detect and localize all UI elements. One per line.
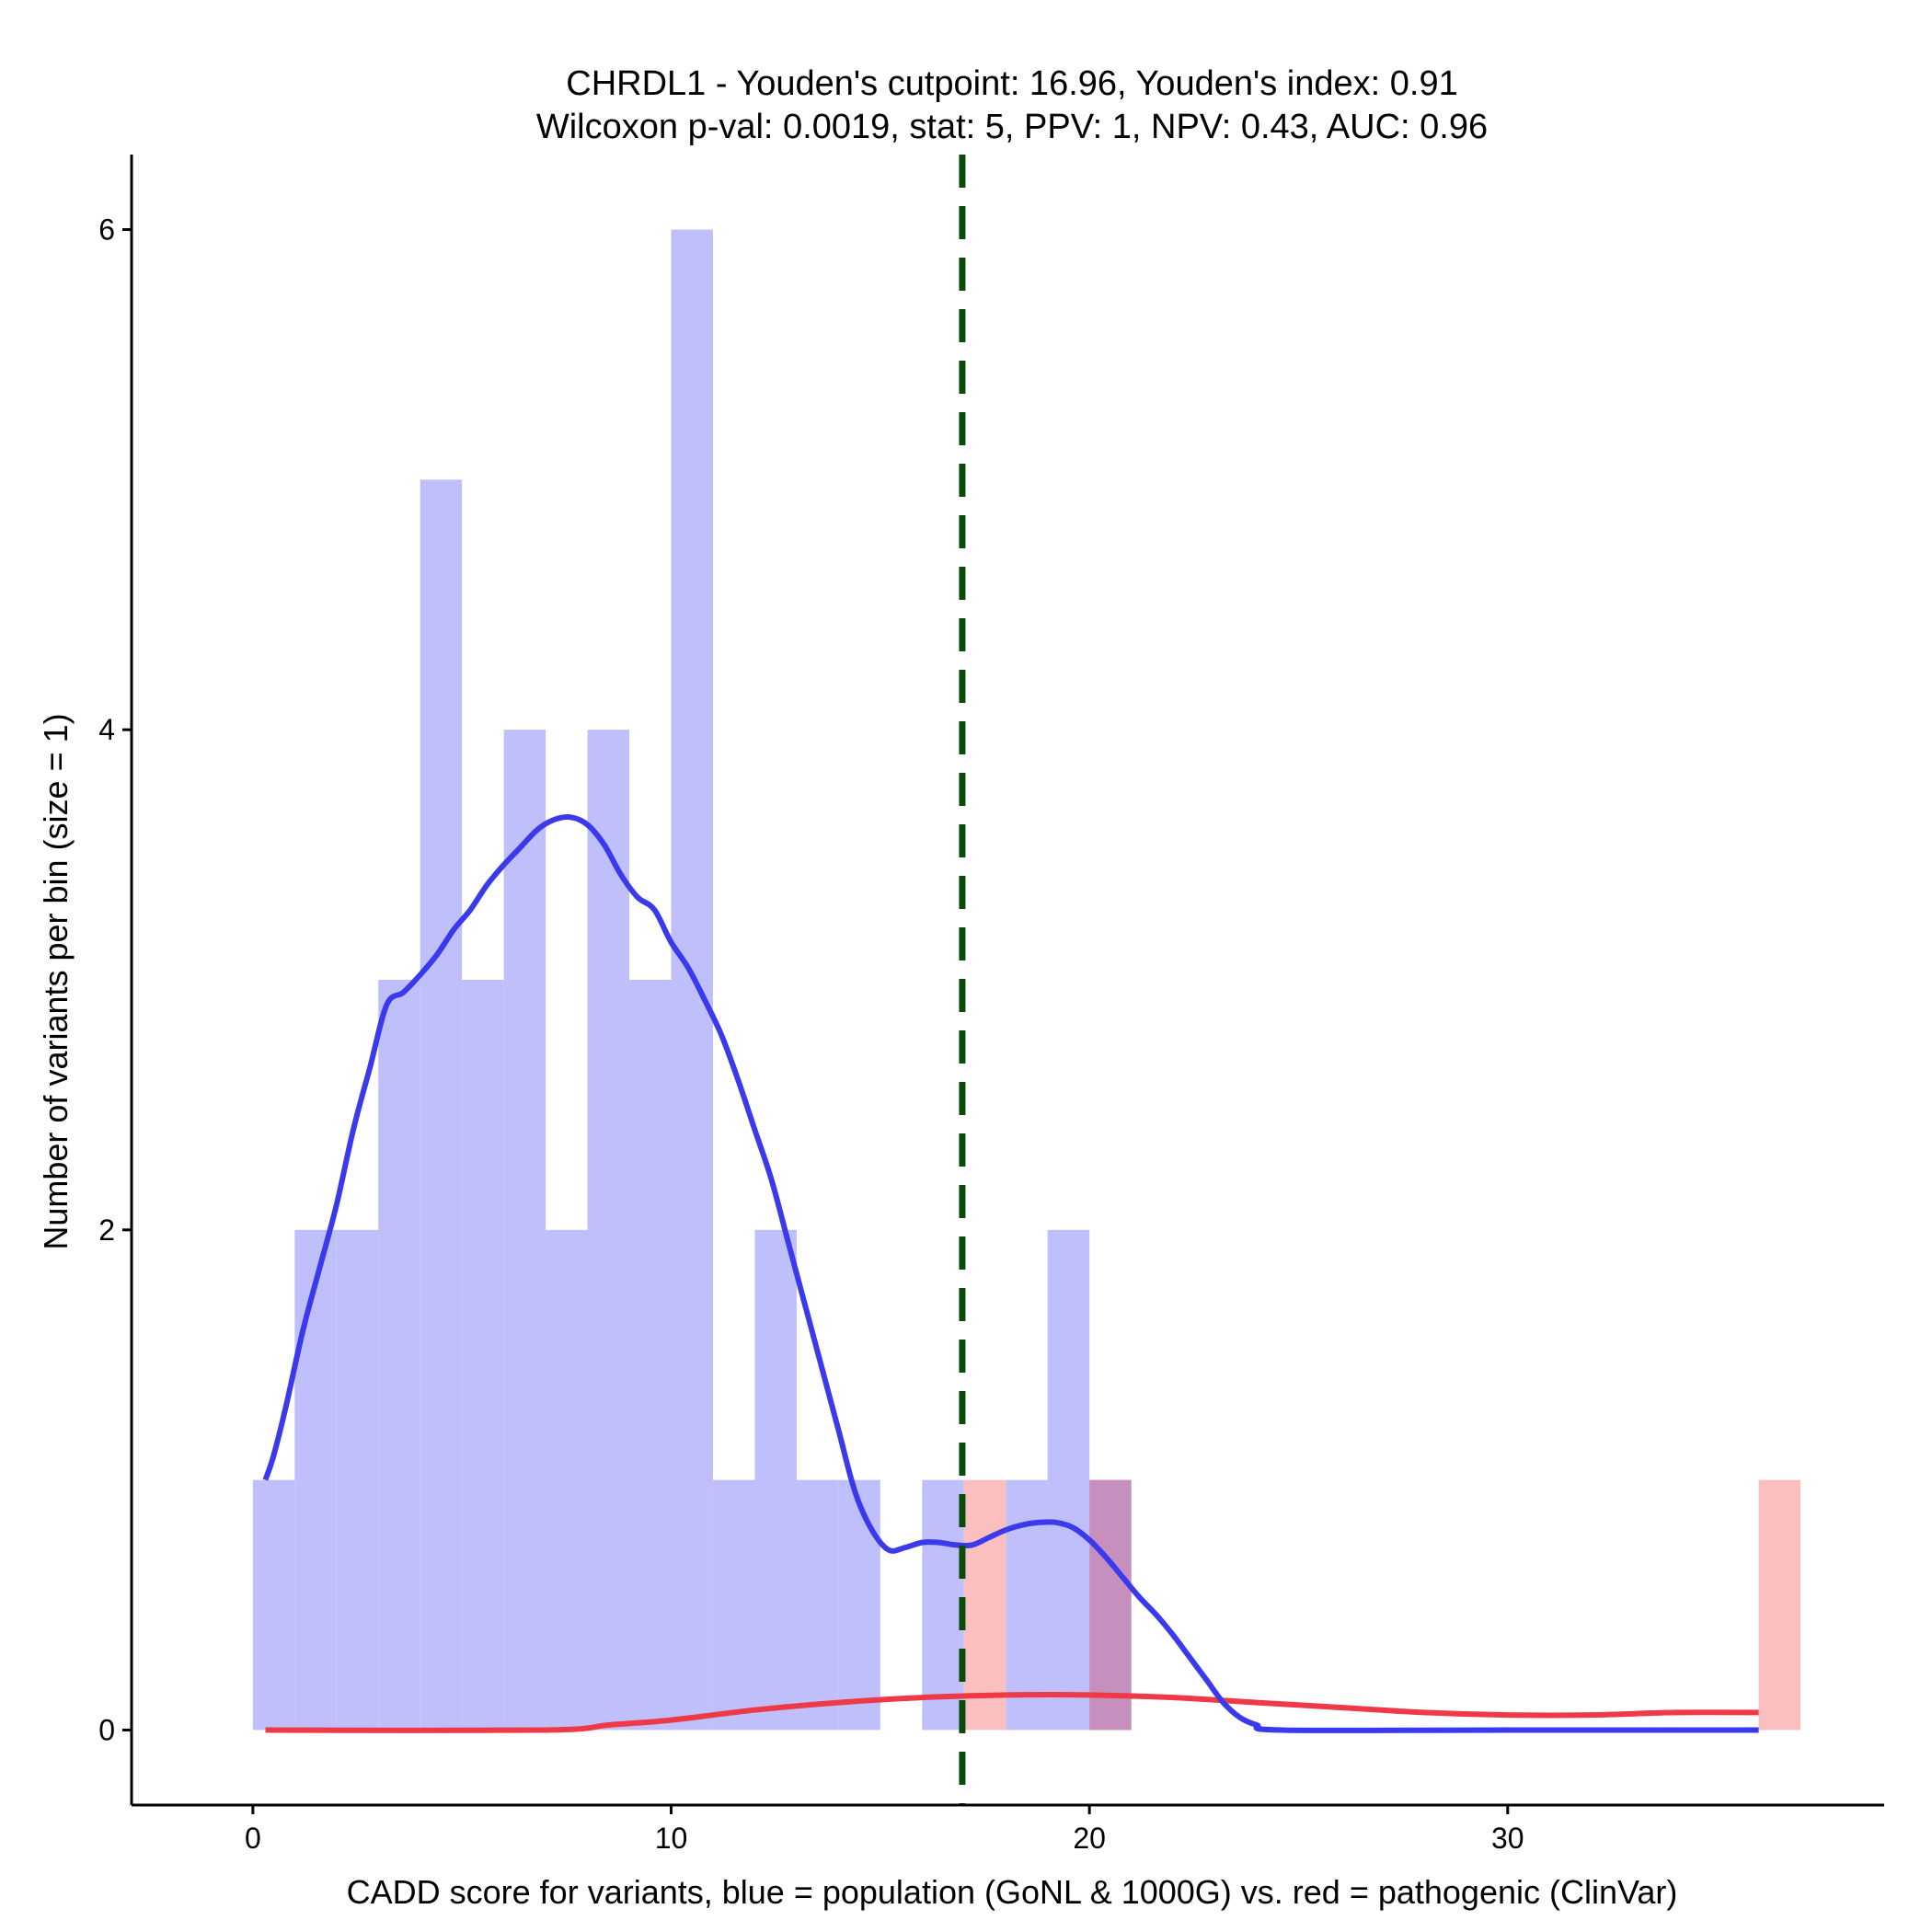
x-tick-label: 20 bbox=[1073, 1822, 1106, 1855]
y-tick-label: 0 bbox=[98, 1713, 115, 1746]
population-density-line bbox=[262, 814, 1759, 1733]
y-tick-label: 6 bbox=[98, 213, 115, 247]
x-axis-label: CADD score for variants, blue = populati… bbox=[347, 1873, 1678, 1911]
x-tick-label: 10 bbox=[655, 1822, 688, 1855]
chart-title: CHRDL1 - Youden's cutpoint: 16.96, Youde… bbox=[566, 64, 1457, 103]
population-bar bbox=[420, 479, 463, 1731]
y-tick-label: 4 bbox=[98, 713, 115, 746]
y-axis-label: Number of variants per bin (size = 1) bbox=[37, 713, 75, 1249]
x-tick-label: 0 bbox=[245, 1822, 261, 1855]
population-bar bbox=[838, 1479, 880, 1731]
pathogenic-bar bbox=[1758, 1479, 1801, 1731]
population-bar bbox=[629, 980, 672, 1731]
population-bar bbox=[712, 1479, 755, 1731]
population-bar bbox=[796, 1479, 839, 1731]
population-bar bbox=[336, 1229, 379, 1731]
histogram-bars bbox=[252, 229, 1801, 1731]
population-bar bbox=[546, 1229, 588, 1731]
y-tick-label: 2 bbox=[98, 1213, 115, 1247]
population-bar bbox=[754, 1229, 797, 1731]
population-bar bbox=[1047, 1229, 1090, 1731]
chart-subtitle: Wilcoxon p-val: 0.0019, stat: 5, PPV: 1,… bbox=[536, 108, 1488, 146]
pathogenic-bar bbox=[1089, 1479, 1132, 1731]
population-bar bbox=[922, 1479, 964, 1731]
x-tick-label: 30 bbox=[1491, 1822, 1524, 1855]
population-bar bbox=[252, 1479, 295, 1731]
axes: 0 10 20 30 0 2 4 6 bbox=[98, 155, 1884, 1855]
population-bar bbox=[503, 730, 546, 1731]
population-bar bbox=[587, 730, 630, 1731]
population-bar bbox=[378, 980, 420, 1731]
density-curves bbox=[262, 814, 1759, 1733]
population-bar bbox=[462, 980, 504, 1731]
pathogenic-bar bbox=[963, 1479, 1006, 1731]
pathogenic-density-line bbox=[265, 1692, 1759, 1733]
population-bar bbox=[294, 1229, 337, 1731]
